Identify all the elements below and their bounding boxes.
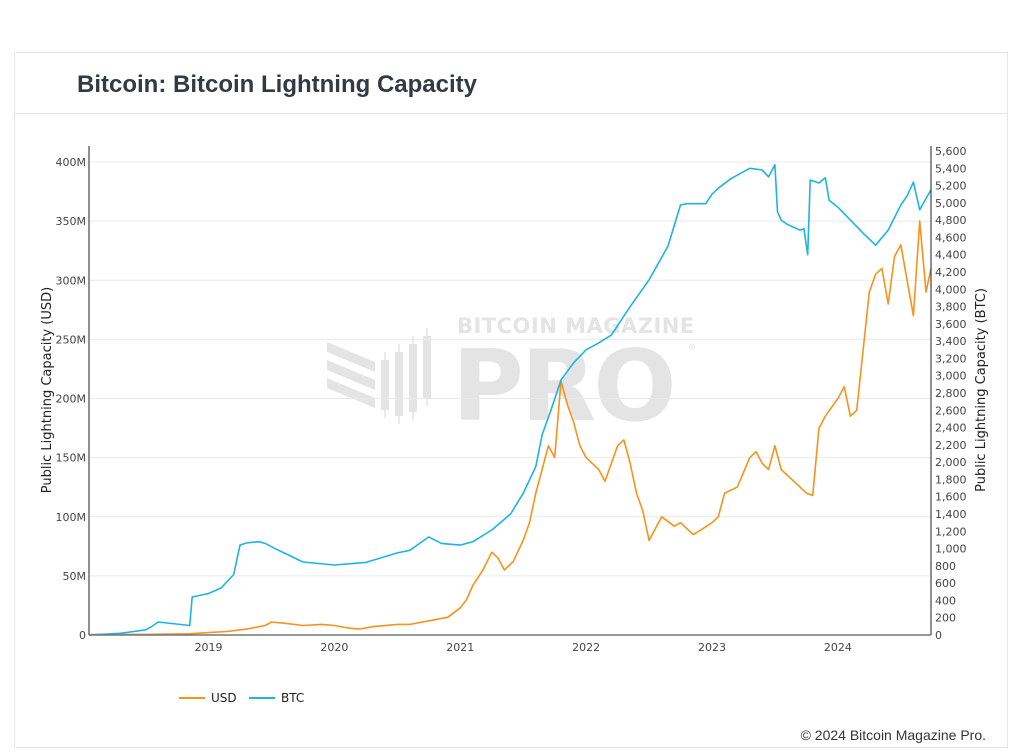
y-tick-label: 200M (56, 393, 87, 406)
legend-label: USD (211, 691, 237, 705)
y-tick-label: 400M (56, 156, 87, 169)
y2-tick-label: 4,000 (935, 283, 967, 296)
y2-tick-label: 3,400 (935, 335, 967, 348)
legend[interactable]: USD BTC (179, 691, 304, 705)
y2-tick-label: 200 (935, 612, 956, 625)
y-axis-title: Public Lightning Capacity (USD) (40, 287, 55, 493)
legend-label: BTC (281, 691, 304, 705)
x-tick-label: 2021 (446, 641, 474, 654)
y2-tick-label: 4,600 (935, 231, 967, 244)
y2-tick-label: 1,000 (935, 543, 967, 556)
y2-tick-label: 4,200 (935, 266, 967, 279)
watermark-logo-stripe (327, 378, 375, 408)
y2-tick-label: 3,200 (935, 352, 967, 365)
x-tick-label: 2022 (572, 641, 600, 654)
y2-tick-label: 2,200 (935, 439, 967, 452)
y2-tick-label: 800 (935, 560, 956, 573)
watermark-logo-stripe (327, 342, 375, 372)
axes: 0 50M 100M 150M 200M 250M 300M 350M 400M 0 200 400 6… (40, 145, 989, 654)
x-tick-label: 2019 (195, 641, 223, 654)
watermark-text-top: BITCOIN MAGAZINE (457, 314, 695, 338)
x-tick-label: 2024 (824, 641, 852, 654)
y-tick-label: 250M (56, 333, 87, 346)
x-tick-label: 2023 (698, 641, 726, 654)
legend-item-btc[interactable]: BTC (249, 691, 304, 705)
y-tick-label: 150M (56, 452, 87, 465)
y2-tick-label: 1,200 (935, 525, 967, 538)
watermark-logo-stripe (327, 360, 375, 390)
y2-tick-label: 1,800 (935, 473, 967, 486)
y2-tick-label: 5,200 (935, 180, 967, 193)
y2-tick-label: 3,800 (935, 301, 967, 314)
y2-tick-label: 5,600 (935, 145, 967, 158)
card-header: Bitcoin: Bitcoin Lightning Capacity (15, 53, 1007, 114)
y2-tick-label: 3,600 (935, 318, 967, 331)
series-line-btc (88, 164, 932, 636)
watermark-registered-mark: ® (688, 343, 696, 352)
chart-card: Bitcoin: Bitcoin Lightning Capacity (14, 52, 1008, 748)
series-layer (88, 164, 932, 636)
y-tick-label: 0 (79, 629, 86, 642)
y2-tick-label: 4,800 (935, 214, 967, 227)
watermark-text-pro: PRO (452, 330, 674, 444)
chart-title: Bitcoin: Bitcoin Lightning Capacity (77, 71, 477, 98)
y2-tick-label: 3,000 (935, 370, 967, 383)
y2-tick-label: 2,400 (935, 422, 967, 435)
y2-tick-label: 0 (935, 629, 942, 642)
gridlines (89, 161, 931, 577)
y2-tick-label: 2,000 (935, 456, 967, 469)
y2-tick-label: 1,600 (935, 491, 967, 504)
y2-tick-label: 5,000 (935, 197, 967, 210)
y-tick-label: 50M (63, 570, 87, 583)
y2-tick-label: 5,400 (935, 162, 967, 175)
y-tick-label: 100M (56, 511, 87, 524)
y2-tick-label: 400 (935, 594, 956, 607)
y2-tick-label: 2,600 (935, 404, 967, 417)
y2-tick-label: 1,400 (935, 508, 967, 521)
legend-item-usd[interactable]: USD (179, 691, 237, 705)
watermark-logo-icon (327, 328, 431, 424)
copyright-footer: © 2024 Bitcoin Magazine Pro. (800, 727, 986, 743)
y2-tick-label: 600 (935, 577, 956, 590)
x-tick-label: 2020 (320, 641, 348, 654)
y2-tick-label: 4,400 (935, 249, 967, 262)
y-tick-label: 350M (56, 215, 87, 228)
y2-tick-label: 2,800 (935, 387, 967, 400)
y2-axis-title: Public Lightning Capacity (BTC) (974, 288, 989, 492)
series-line-usd (88, 220, 932, 636)
y-tick-label: 300M (56, 274, 87, 287)
